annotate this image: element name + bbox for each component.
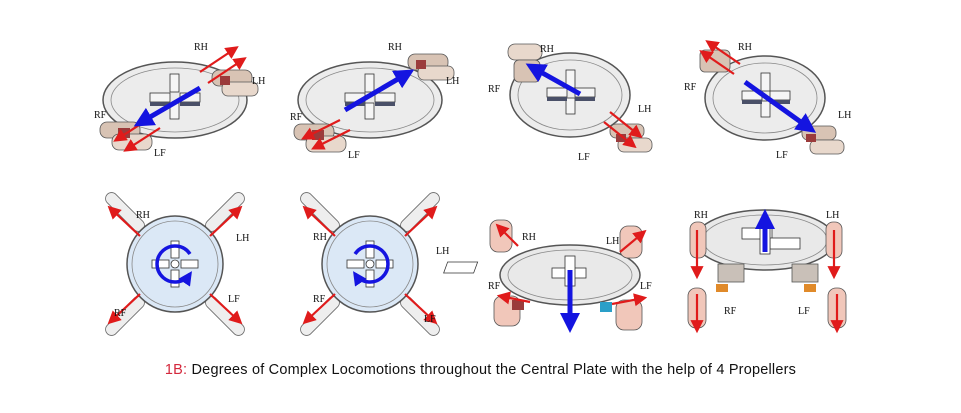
thrust-arrow <box>107 293 141 325</box>
label-lf: LF <box>154 148 166 159</box>
motion-arrow <box>743 79 817 133</box>
label-rh: RH <box>540 44 554 55</box>
panel-5: RH LH RF LF <box>105 192 249 336</box>
label-lh: LH <box>252 76 265 87</box>
thrust-arrow <box>123 127 161 152</box>
motion-arrow <box>343 69 415 113</box>
label-rh: RH <box>313 232 327 243</box>
thrust-arrow <box>404 293 438 325</box>
label-rf: RF <box>313 294 326 305</box>
label-rh: RH <box>738 42 752 53</box>
thrust-arrow <box>611 293 648 307</box>
label-lf: LF <box>798 306 810 317</box>
label-lf: LF <box>640 281 652 292</box>
motion-arrow <box>133 85 202 127</box>
panel-6: RH LH RF LF <box>300 192 449 336</box>
label-lh: LH <box>838 110 851 121</box>
rotation-arrow <box>155 244 192 287</box>
label-lf: LF <box>578 152 590 163</box>
panel-2: RH LH RF LF <box>290 42 459 161</box>
caption-text: Degrees of Complex Locomotions throughou… <box>191 362 797 378</box>
panel-4: RH LH RF LF <box>684 40 851 161</box>
label-rh: RH <box>194 42 208 53</box>
label-rf: RF <box>114 308 127 319</box>
figure-caption: 1B: Degrees of Complex Locomotions throu… <box>0 362 961 378</box>
panel-1: RH LH RF LF <box>94 42 265 159</box>
robot-body <box>99 61 259 151</box>
thrust-arrow <box>699 50 735 75</box>
panel-7: RH LH RF LF <box>443 219 652 333</box>
thrust-arrow <box>404 205 438 237</box>
thrust-arrow <box>705 40 741 65</box>
thrust-arrow <box>311 129 351 150</box>
panel-3: RH LH RF LF <box>488 43 653 163</box>
label-rh: RH <box>388 42 402 53</box>
label-rh: RH <box>694 210 708 221</box>
thrust-arrow <box>301 119 341 140</box>
label-lh: LH <box>436 246 449 257</box>
motion-arrow <box>525 63 582 97</box>
thrust-arrow <box>496 291 531 305</box>
thrust-arrow <box>302 205 336 237</box>
label-rh: RH <box>522 232 536 243</box>
label-rf: RF <box>684 82 697 93</box>
label-rf: RF <box>488 281 501 292</box>
label-lh: LH <box>606 236 619 247</box>
thrust-arrow <box>209 205 243 237</box>
label-lh: LH <box>236 233 249 244</box>
robot-body <box>105 192 245 336</box>
robot-body <box>300 192 440 336</box>
label-lh: LH <box>826 210 839 221</box>
thrust-arrow <box>199 46 239 73</box>
label-lf: LF <box>776 150 788 161</box>
label-rf: RF <box>724 306 737 317</box>
panel-8: RH LH RF LF <box>687 209 847 334</box>
thrust-arrow <box>207 57 247 84</box>
label-lf: LF <box>228 294 240 305</box>
robot-body <box>293 53 455 153</box>
label-lf: LF <box>424 314 436 325</box>
thrust-arrow <box>302 293 336 325</box>
label-rf: RF <box>488 84 501 95</box>
label-lf: LF <box>348 150 360 161</box>
thrust-arrow <box>609 111 643 139</box>
thrust-arrow <box>495 223 519 247</box>
caption-prefix: 1B: <box>164 362 188 378</box>
thrust-arrow <box>603 121 637 149</box>
label-lh: LH <box>446 76 459 87</box>
label-lh: LH <box>638 104 651 115</box>
label-rf: RF <box>94 110 107 121</box>
robot-body <box>507 43 653 153</box>
label-rf: RF <box>290 112 303 123</box>
label-rh: RH <box>136 210 150 221</box>
thrust-arrow <box>209 293 243 325</box>
thrust-arrow <box>107 205 141 237</box>
thrust-arrow <box>619 229 647 253</box>
rotation-arrow <box>353 244 390 287</box>
